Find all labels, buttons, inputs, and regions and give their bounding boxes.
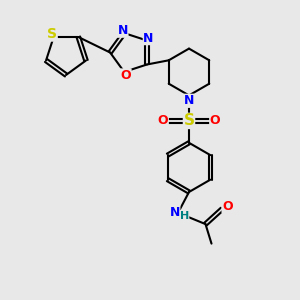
Text: N: N [169,206,180,219]
Text: S: S [47,27,57,41]
Text: N: N [118,24,128,37]
Text: O: O [158,114,168,128]
Text: O: O [120,69,131,82]
Text: O: O [222,200,233,213]
Text: H: H [180,211,189,221]
Text: N: N [143,32,154,45]
Text: N: N [184,94,194,107]
Text: S: S [184,113,194,128]
Text: O: O [210,114,220,128]
